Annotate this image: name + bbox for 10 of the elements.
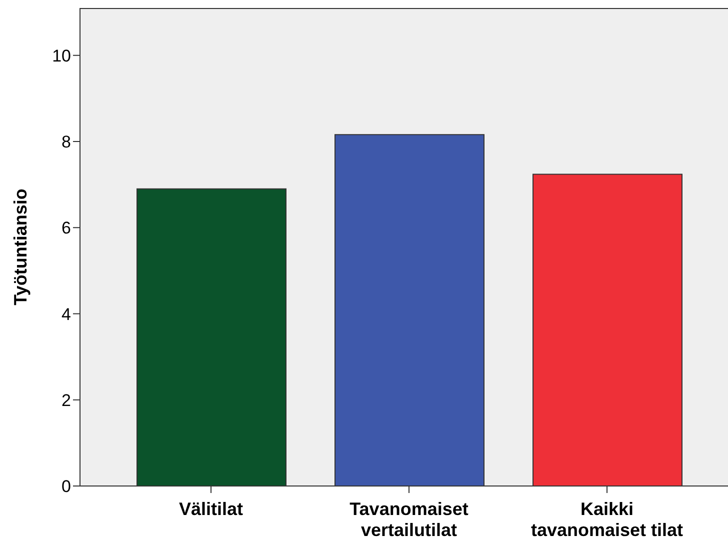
y-tick-label: 0 — [62, 477, 71, 496]
y-tick-label: 4 — [62, 304, 71, 324]
x-tick-label: Kaikki tavanomaiset tilat — [530, 499, 684, 540]
y-tick-label: 2 — [62, 390, 71, 410]
y-axis-title: Työtuntiansio — [10, 188, 30, 306]
y-tick-label: 8 — [62, 132, 71, 152]
y-tick-label: 10 — [52, 46, 71, 66]
x-tick-label: Tavanomaiset vertailutilat — [350, 499, 468, 540]
y-tick-label: 6 — [62, 218, 71, 238]
x-tick-label: Välitilat — [178, 499, 244, 519]
